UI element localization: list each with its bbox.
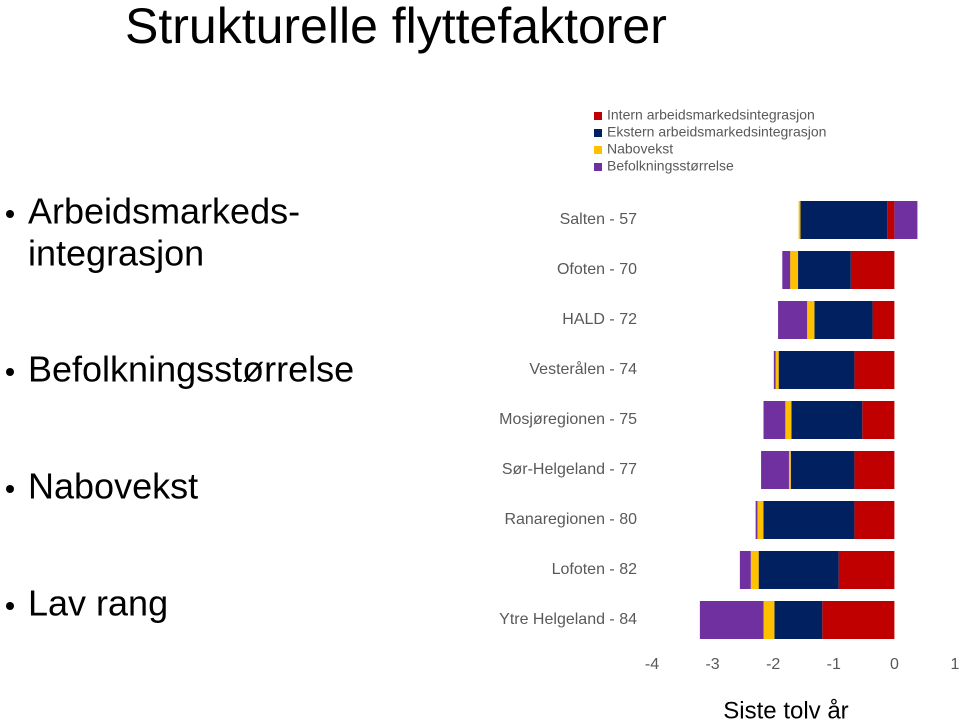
- legend-label: Nabovekst: [607, 141, 673, 157]
- bullet-text: Arbeidsmarkeds-: [28, 191, 300, 232]
- bullet-text: Lav rang: [28, 583, 168, 624]
- y-tick-label: Ytre Helgeland - 84: [499, 611, 637, 628]
- bar-segment: [854, 351, 895, 389]
- x-axis-label: Siste tolv år: [723, 697, 848, 723]
- bar-segment: [814, 301, 873, 339]
- bar-segment: [774, 601, 823, 639]
- bar-segment: [894, 201, 918, 239]
- bar-segment: [790, 451, 855, 489]
- legend-label: Intern arbeidsmarkedsintegrasjon: [607, 107, 815, 123]
- bar-segment: [788, 451, 791, 489]
- bar-segment: [887, 201, 895, 239]
- bar-segment: [739, 551, 751, 589]
- bar-segment: [755, 501, 758, 539]
- bar-segment: [798, 251, 851, 289]
- y-tick-label: Ranaregionen - 80: [504, 511, 637, 528]
- bar-segment: [761, 451, 789, 489]
- bar-segment: [854, 501, 895, 539]
- bar-segment: [872, 301, 895, 339]
- legend-swatch: [594, 163, 602, 171]
- bar-segment: [807, 301, 815, 339]
- legend-swatch: [594, 129, 602, 137]
- y-tick-label: Ofoten - 70: [557, 261, 637, 278]
- bar-segment: [758, 551, 839, 589]
- y-tick-label: Sør-Helgeland - 77: [502, 461, 637, 478]
- bar-segment: [862, 401, 895, 439]
- x-tick-label: -1: [827, 656, 841, 673]
- bullet-dot: [6, 485, 14, 493]
- bullet-dot: [6, 602, 14, 610]
- bar-segment: [778, 351, 855, 389]
- bar-segment: [850, 251, 895, 289]
- bar-segment: [791, 401, 863, 439]
- bar-segment: [785, 401, 792, 439]
- bar-segment: [763, 401, 786, 439]
- bullet-text: Nabovekst: [28, 466, 198, 507]
- bar-segment: [699, 601, 764, 639]
- bullet-dot: [6, 368, 14, 376]
- bar-segment: [757, 501, 764, 539]
- x-tick-label: -3: [705, 656, 719, 673]
- bar-segment: [763, 501, 855, 539]
- bar-segment: [750, 551, 759, 589]
- bar-segment: [782, 251, 791, 289]
- bullet-text: integrasjon: [28, 233, 204, 274]
- bar-segment: [778, 301, 808, 339]
- bullet-text: Befolkningsstørrelse: [28, 349, 354, 390]
- y-tick-label: Vesterålen - 74: [529, 360, 637, 378]
- x-tick-label: -2: [766, 656, 780, 673]
- bar-segment: [775, 351, 779, 389]
- bar-segment: [838, 551, 895, 589]
- y-tick-label: HALD - 72: [562, 311, 637, 328]
- legend-swatch: [594, 146, 602, 154]
- legend-label: Ekstern arbeidsmarkedsintegrasjon: [607, 124, 826, 140]
- y-tick-label: Mosjøregionen - 75: [499, 411, 637, 428]
- bar-segment: [763, 601, 775, 639]
- bar-segment: [790, 251, 799, 289]
- x-tick-label: 0: [890, 656, 899, 673]
- legend-label: Befolkningsstørrelse: [607, 158, 734, 174]
- slide-title: Strukturelle flyttefaktorer: [125, 0, 667, 54]
- bar-segment: [854, 451, 895, 489]
- x-tick-label: -4: [645, 656, 659, 673]
- legend-swatch: [594, 112, 602, 120]
- y-tick-label: Salten - 57: [560, 211, 637, 228]
- bar-segment: [822, 601, 895, 639]
- bar-segment: [773, 351, 776, 389]
- x-tick-label: 1: [951, 656, 960, 673]
- bar-segment: [798, 201, 801, 239]
- bar-segment: [800, 201, 888, 239]
- y-tick-label: Lofoten - 82: [552, 561, 638, 578]
- bullet-dot: [6, 210, 14, 218]
